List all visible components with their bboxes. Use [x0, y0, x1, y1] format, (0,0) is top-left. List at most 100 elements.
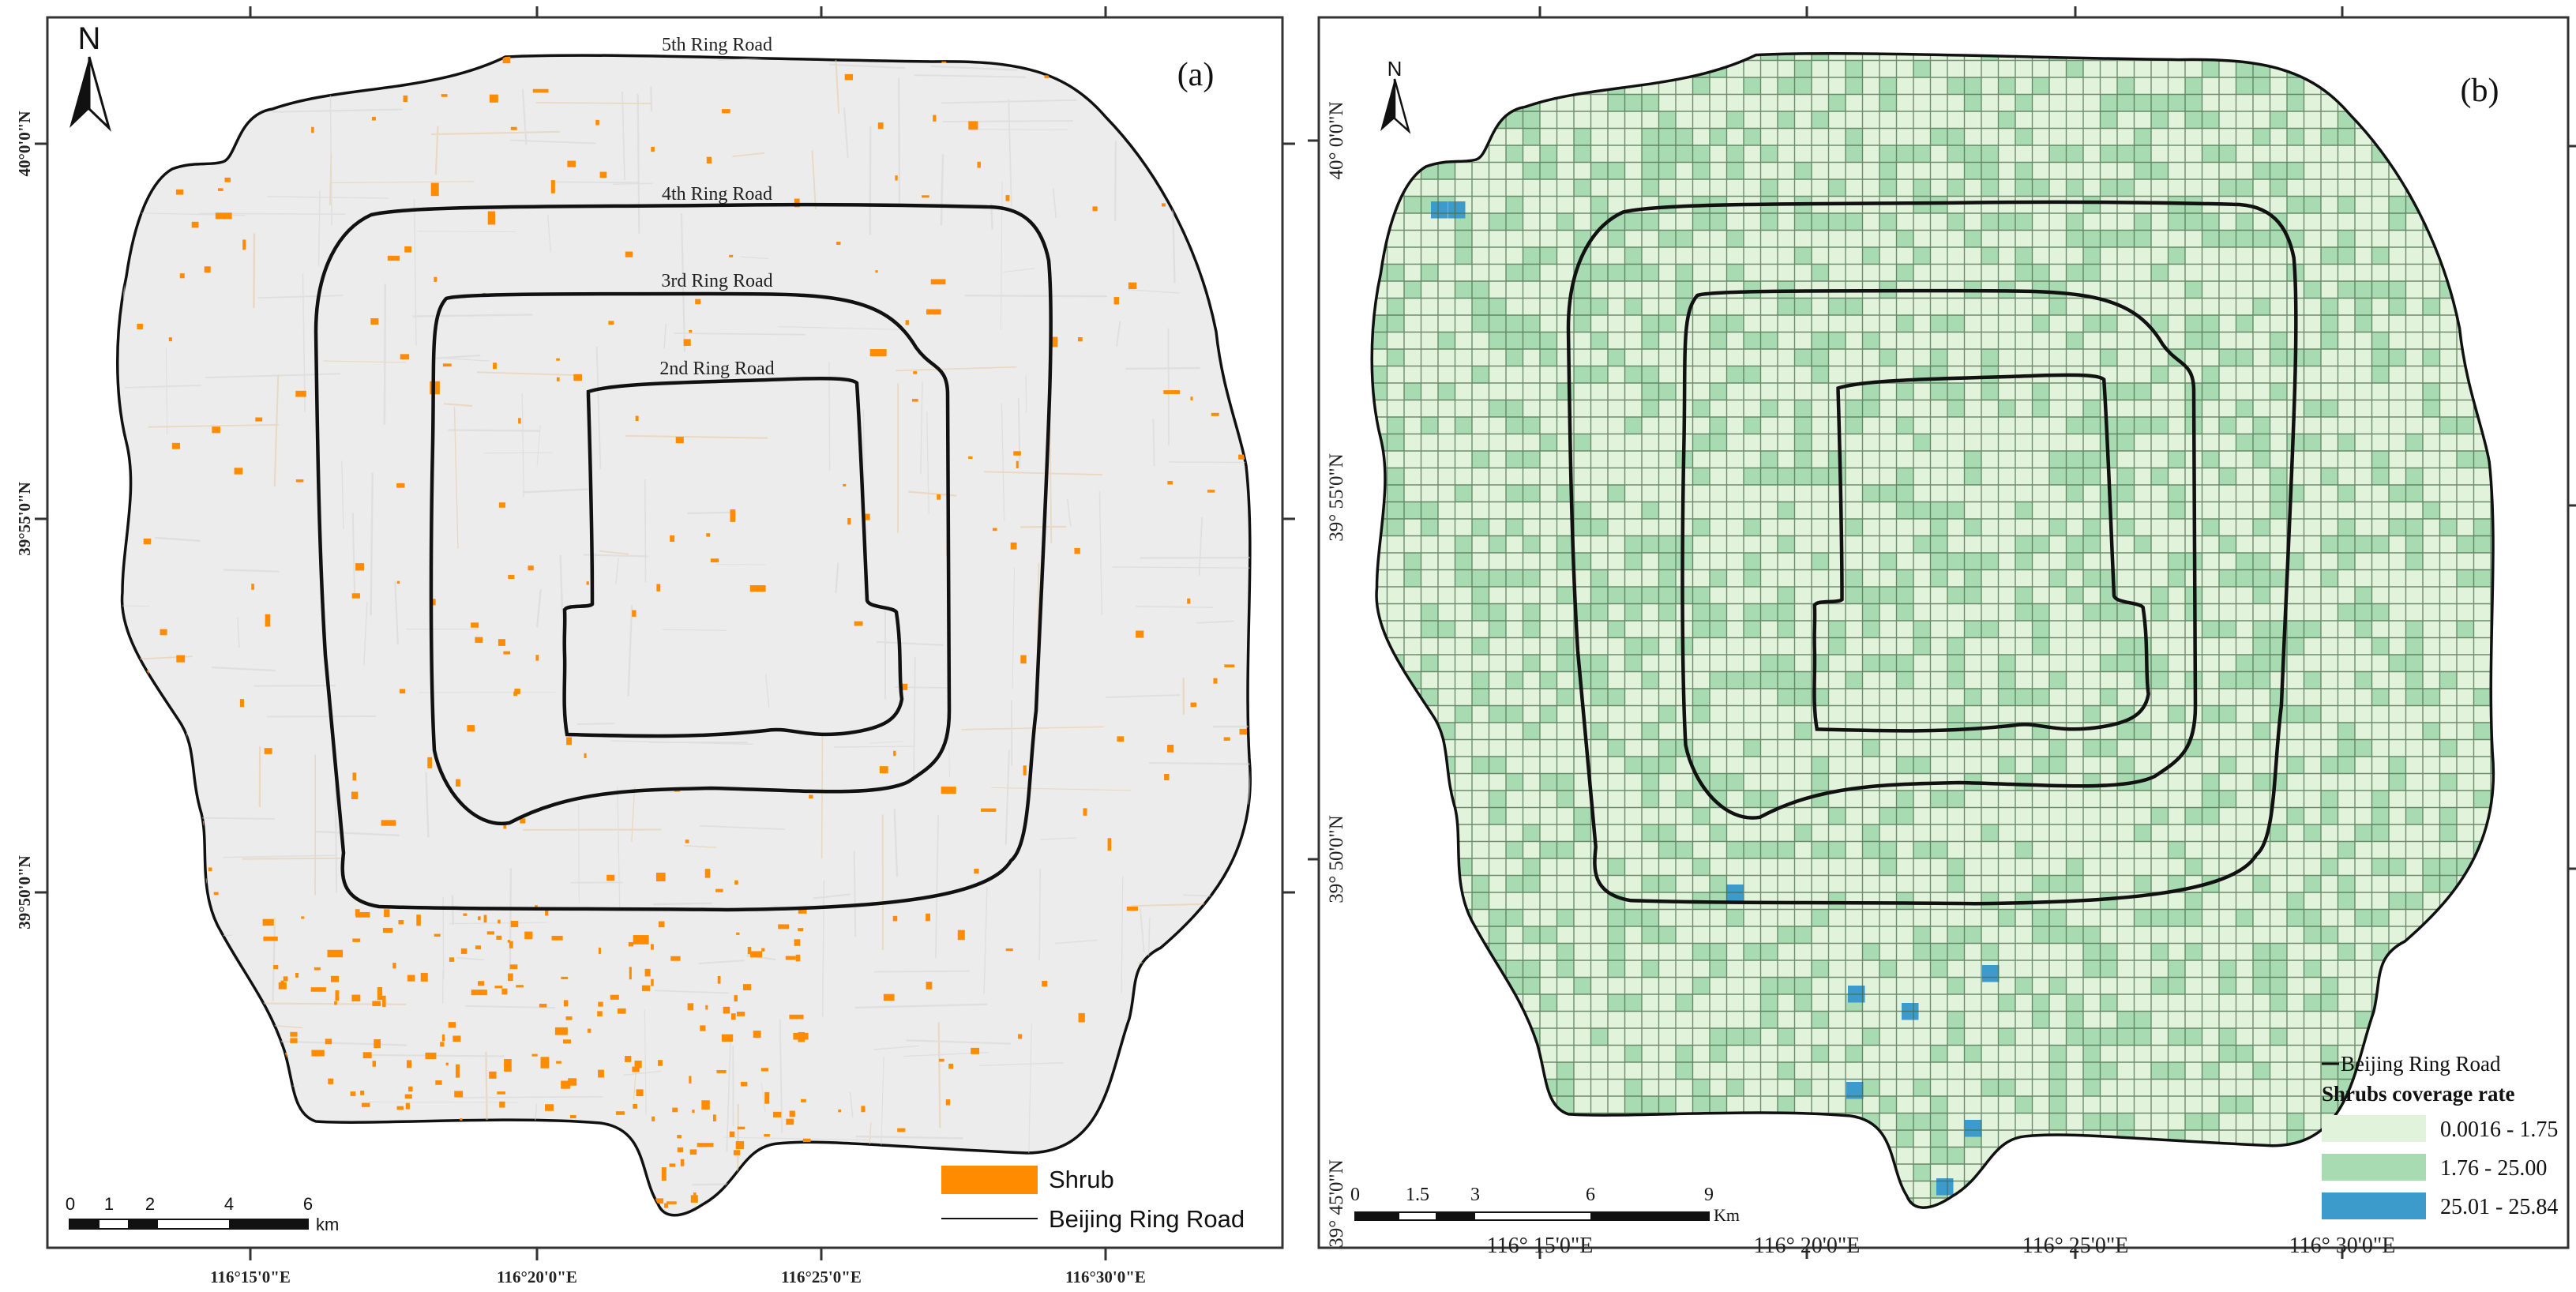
coverage-cell [2168, 569, 2185, 587]
shrub-patch [176, 655, 186, 663]
coverage-cell [2355, 824, 2372, 842]
coverage-cell [2066, 213, 2083, 231]
coverage-cell [1489, 807, 1506, 824]
coverage-cell [2151, 587, 2169, 604]
coverage-cell [2439, 773, 2457, 791]
coverage-cell [1998, 994, 2015, 1012]
coverage-cell [1812, 1045, 1829, 1062]
coverage-cell [1964, 94, 1981, 111]
coverage-cell [1794, 213, 1812, 231]
coverage-cell [2083, 569, 2101, 587]
coverage-cell [1862, 587, 1879, 604]
coverage-cell [2049, 298, 2067, 315]
coverage-cell [2439, 807, 2457, 824]
coverage-cell [2270, 1028, 2287, 1046]
shrub-patch [879, 766, 888, 774]
coverage-cell [2117, 603, 2135, 621]
coverage-cell [2405, 535, 2423, 553]
coverage-cell [1574, 366, 1591, 383]
coverage-cell [2049, 468, 2067, 485]
coverage-cell [2287, 909, 2304, 926]
coverage-cell [2304, 994, 2321, 1012]
coverage-cell [2202, 1062, 2219, 1080]
shrub-patch [854, 621, 863, 626]
coverage-cell [1778, 1096, 1795, 1114]
coverage-cell [2151, 655, 2169, 672]
shrub-patch [396, 580, 400, 584]
coverage-cell [1879, 960, 1897, 978]
coverage-cell [2405, 689, 2423, 706]
coverage-cell [1624, 587, 1642, 604]
coverage-cell [2202, 791, 2219, 808]
coverage-cell [1947, 179, 1965, 197]
coverage-cell [2117, 145, 2135, 163]
coverage-cell [2338, 196, 2355, 213]
coverage-cell [1930, 128, 1947, 145]
shrub-patch [540, 1057, 550, 1069]
coverage-cell [2219, 230, 2236, 247]
urban-texture-line [456, 956, 485, 961]
shrub-patch [518, 418, 521, 424]
coverage-cell [2457, 451, 2474, 468]
shrub-patch [440, 1042, 445, 1047]
ring-label-3rd: 3rd Ring Road [661, 271, 772, 291]
coverage-cell [2371, 281, 2389, 299]
coverage-cell [2117, 757, 2135, 774]
shrub-patch [1126, 906, 1139, 911]
coverage-cell [1608, 94, 1625, 111]
shrub-patch [937, 494, 941, 500]
lon-tick-b-1: 116° 20'0"E [1754, 1234, 1861, 1258]
shrub-patch [330, 975, 340, 982]
coverage-cell [2371, 332, 2389, 349]
shrub-patch [1044, 75, 1050, 78]
shrub-patch [407, 975, 415, 982]
shrub-patch [689, 1149, 697, 1155]
coverage-cell [2219, 468, 2236, 485]
coverage-cell [1879, 553, 1897, 570]
coverage-cell [2355, 281, 2372, 299]
urban-texture-line [631, 787, 636, 842]
urban-texture-line [1054, 939, 1098, 945]
coverage-cell [1896, 1113, 1913, 1130]
coverage-cell [2134, 213, 2151, 231]
coverage-cell [1710, 621, 1727, 638]
coverage-cell [1964, 569, 1981, 587]
urban-texture-line [1008, 99, 1012, 207]
coverage-cell [1590, 264, 1608, 281]
shrub-patch [1167, 481, 1173, 485]
coverage-cell [2168, 705, 2185, 723]
coverage-cell [2202, 621, 2219, 638]
coverage-cell [2202, 332, 2219, 349]
svg-text:0: 0 [1350, 1185, 1360, 1205]
coverage-cell [1930, 553, 1947, 570]
urban-texture-line [476, 371, 576, 377]
coverage-cell [1947, 926, 1965, 944]
coverage-cell [2100, 145, 2117, 163]
coverage-cell [1947, 145, 1965, 163]
coverage-cell [1489, 621, 1506, 638]
coverage-cell [1624, 603, 1642, 621]
coverage-cell [2405, 892, 2423, 910]
coverage-cell [2338, 519, 2355, 536]
shrub-patch [352, 772, 357, 781]
shrub-patch [355, 911, 370, 918]
shrub-patch [941, 787, 956, 794]
shrub-patch [556, 1061, 561, 1064]
shrub-patch [838, 1109, 842, 1113]
shrub-patch [705, 1005, 708, 1010]
shrub-patch [667, 1201, 677, 1204]
shrub-patch [351, 994, 361, 1002]
fourth-ring-road-a [314, 202, 1053, 912]
shrub-patch [957, 930, 965, 941]
coverage-cell [1760, 603, 1778, 621]
coverage-cell [1896, 501, 1913, 519]
coverage-cell [1642, 875, 1659, 892]
coverage-cell [2049, 1079, 2067, 1096]
shrub-patch [280, 980, 284, 984]
shrub-patch [545, 1104, 554, 1111]
shrub-patch [968, 456, 973, 460]
urban-texture-line [457, 1095, 603, 1099]
coverage-cell [1913, 757, 1931, 774]
coverage-cell [2032, 637, 2049, 655]
shrub-patch [362, 1052, 372, 1059]
